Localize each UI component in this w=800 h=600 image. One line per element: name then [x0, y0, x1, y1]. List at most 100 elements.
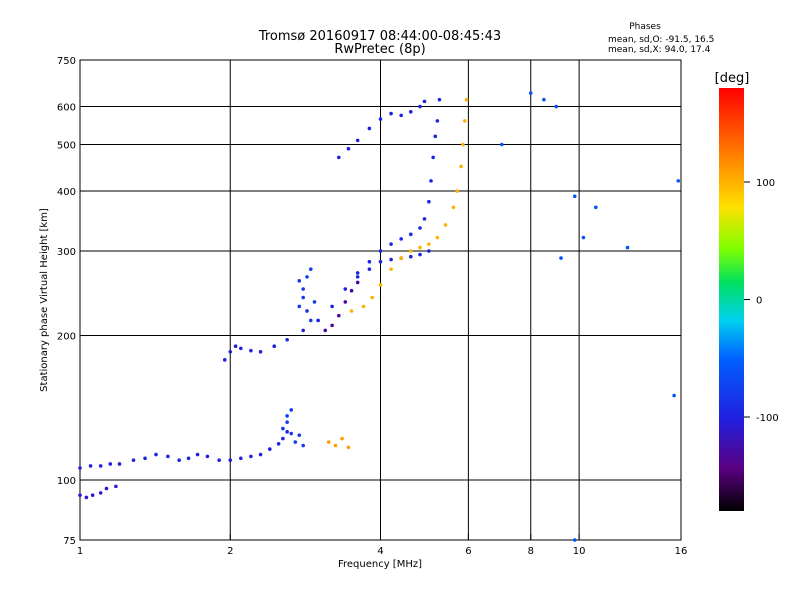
y-tick-label: 400 [57, 187, 76, 198]
y-tick-label: 300 [57, 247, 76, 258]
data-point [455, 189, 460, 193]
data-point [258, 452, 263, 457]
data-point [355, 271, 360, 275]
colorbar-tick-label: 0 [756, 296, 762, 307]
colorbar-ticks: 100 0 -100 [744, 178, 779, 424]
data-points [78, 91, 681, 542]
data-point [433, 134, 438, 139]
data-point [500, 142, 504, 147]
data-point [228, 349, 233, 354]
data-point [427, 249, 431, 253]
data-point [408, 254, 413, 259]
data-point [333, 443, 338, 448]
data-point [285, 430, 289, 434]
data-point [422, 217, 427, 221]
data-point [330, 323, 334, 328]
data-point [378, 283, 383, 287]
data-point [542, 97, 546, 102]
colorbar [719, 88, 744, 511]
data-point [399, 256, 403, 260]
y-tick-label: 500 [57, 141, 76, 152]
data-point [330, 304, 334, 309]
data-point [408, 232, 413, 237]
data-point [297, 433, 302, 437]
data-point [367, 126, 372, 131]
data-point [408, 109, 413, 114]
data-point [293, 440, 298, 444]
data-point [281, 436, 285, 441]
data-point [528, 91, 533, 95]
data-point [258, 349, 263, 354]
data-point [459, 164, 463, 169]
y-tick-label: 200 [57, 332, 76, 343]
data-point [370, 295, 375, 300]
data-point [297, 304, 302, 309]
x-axis-ticks: 1 2 4 6 8 10 16 [77, 534, 688, 557]
data-point [305, 275, 309, 279]
data-point [108, 462, 113, 466]
data-point [435, 235, 440, 240]
data-point [308, 267, 313, 271]
data-point [308, 318, 313, 323]
x-axis-label: Frequency [MHz] [338, 559, 422, 570]
data-point [378, 117, 383, 121]
data-point [166, 454, 170, 459]
data-point [355, 280, 360, 285]
data-point [301, 443, 305, 448]
data-point [427, 242, 431, 246]
data-point [289, 431, 294, 436]
x-tick-label: 16 [675, 546, 688, 557]
data-point [316, 318, 320, 323]
data-point [399, 237, 403, 241]
data-point [131, 458, 136, 462]
data-point [154, 452, 158, 457]
data-point [346, 445, 351, 450]
x-tick-label: 2 [227, 546, 233, 557]
data-point [399, 113, 403, 118]
data-point [272, 344, 277, 349]
data-point [88, 464, 93, 468]
data-point [195, 452, 200, 457]
data-point [559, 256, 563, 260]
data-point [78, 493, 82, 497]
data-point [323, 328, 328, 333]
data-point [249, 348, 253, 353]
data-point [389, 257, 393, 262]
data-point [340, 436, 344, 441]
data-point [429, 179, 433, 183]
data-point [389, 111, 393, 116]
x-tick-label: 6 [465, 546, 471, 557]
data-point [285, 337, 289, 342]
data-point [233, 344, 238, 349]
data-point [418, 245, 422, 250]
data-point [267, 447, 272, 451]
data-point [228, 458, 233, 462]
data-point [572, 194, 577, 199]
data-point [337, 313, 341, 318]
data-point [217, 458, 221, 462]
data-point [104, 486, 109, 491]
data-point [389, 242, 393, 246]
data-point [367, 259, 372, 264]
data-point [462, 119, 467, 123]
data-point [427, 199, 431, 204]
data-point [349, 309, 354, 313]
data-point [337, 155, 341, 160]
data-point [205, 454, 210, 459]
data-point [343, 300, 348, 304]
y-tick-label: 750 [57, 56, 76, 67]
data-point [361, 304, 366, 309]
colorbar-tick-label: 100 [756, 178, 775, 189]
data-point [422, 99, 427, 104]
data-point [90, 493, 95, 497]
data-point [594, 205, 598, 210]
data-point [312, 300, 317, 304]
colorbar-tick-label: -100 [756, 413, 779, 424]
y-axis-ticks: 75 100 200 300 400 500 600 750 [57, 56, 86, 547]
data-point [435, 119, 440, 123]
y-tick-label: 75 [63, 536, 76, 547]
data-point [177, 458, 181, 462]
data-point [249, 454, 253, 459]
data-point [389, 267, 393, 271]
